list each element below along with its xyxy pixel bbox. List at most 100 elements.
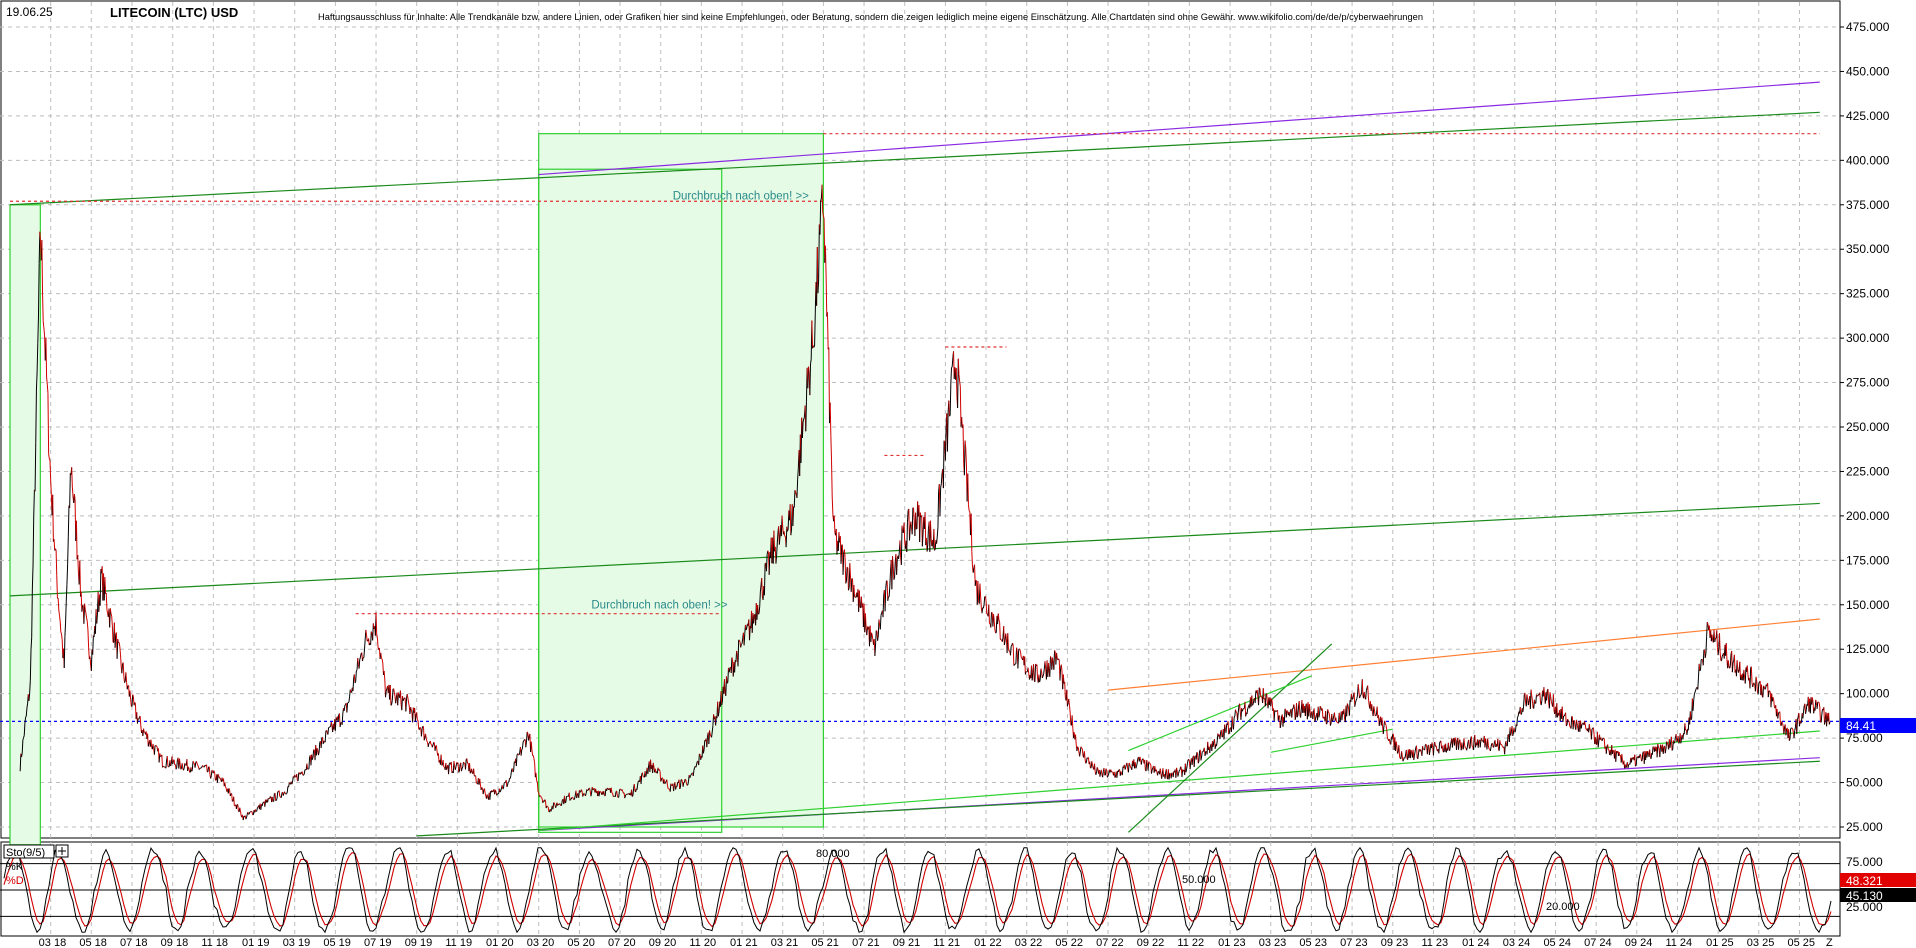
price-segment [43, 327, 46, 336]
price-segment [1695, 687, 1697, 691]
price-segment [1424, 744, 1426, 751]
price-segment [500, 788, 502, 791]
price-segment [407, 697, 410, 703]
price-segment [1339, 718, 1342, 723]
price-segment [1514, 724, 1517, 732]
price-segment [706, 736, 708, 748]
price-segment [47, 393, 50, 454]
price-segment [940, 483, 942, 488]
price-segment [1005, 633, 1007, 639]
price-segment [794, 490, 797, 493]
price-segment [228, 788, 231, 791]
price-segment [592, 788, 594, 791]
price-segment [37, 316, 39, 344]
price-segment [114, 635, 117, 648]
price-segment [807, 366, 810, 374]
price-segment [510, 769, 513, 776]
price-segment [1493, 741, 1495, 748]
price-segment [1185, 768, 1188, 773]
price-segment [820, 198, 822, 201]
x-tick-label: 07 20 [608, 937, 636, 948]
price-segment [1181, 769, 1184, 777]
price-segment [503, 782, 506, 784]
price-segment [139, 715, 142, 727]
price-segment [1463, 738, 1466, 746]
price-segment [37, 263, 40, 318]
price-segment [1019, 649, 1022, 654]
price-segment [1079, 751, 1081, 757]
price-segment [1686, 728, 1689, 735]
price-segment [1114, 776, 1116, 778]
price-segment [1464, 744, 1466, 749]
price-segment [1479, 739, 1482, 748]
price-segment [86, 617, 88, 622]
price-segment [434, 746, 437, 751]
price-segment [522, 740, 525, 743]
price-segment [64, 622, 67, 637]
price-segment [734, 660, 736, 673]
price-segment [1758, 681, 1760, 684]
price-segment [999, 622, 1001, 640]
price-segment [29, 680, 31, 693]
price-segment [134, 702, 136, 704]
price-segment [196, 763, 199, 766]
price-segment [46, 384, 49, 394]
price-segment [1071, 715, 1074, 729]
price-segment [898, 552, 900, 560]
x-tick-label: 03 24 [1503, 937, 1531, 948]
price-segment [1563, 714, 1566, 717]
price-segment [614, 791, 617, 797]
price-segment [1580, 724, 1583, 729]
price-segment [1080, 746, 1083, 749]
current-price-badge [1840, 718, 1916, 733]
trend-line [9, 111, 1820, 206]
price-segment [541, 797, 543, 799]
price-segment [957, 358, 960, 375]
price-segment [817, 279, 820, 294]
price-segment [731, 657, 734, 660]
price-segment [1291, 708, 1293, 718]
price-segment [1772, 697, 1775, 700]
y-axis: 25.000 50.000 75.000 100.000 125.000 150.000 1… [1840, 20, 1890, 834]
price-segment [896, 558, 898, 575]
price-segment [809, 363, 812, 396]
price-segment [537, 791, 540, 793]
price-segment [1447, 742, 1450, 749]
price-segment [1718, 633, 1721, 653]
price-segment [1159, 768, 1162, 774]
price-segment [818, 224, 820, 280]
price-segment [994, 629, 997, 634]
price-segment [136, 718, 139, 724]
price-segment [1043, 668, 1045, 674]
price-segment [1095, 771, 1098, 775]
price-segment [1121, 766, 1124, 776]
price-segment [492, 790, 494, 793]
price-segment [1634, 754, 1636, 767]
price-segment [59, 621, 62, 632]
sto-legend-d: %D [6, 875, 24, 887]
price-segment [647, 766, 650, 775]
price-segment [271, 796, 274, 802]
x-tick-label: 09 21 [893, 937, 921, 948]
price-segment [663, 779, 666, 784]
price-segment [1405, 749, 1408, 759]
price-segment [1472, 738, 1475, 751]
price-segment [753, 614, 755, 624]
price-segment [885, 580, 887, 589]
price-segment [1110, 769, 1112, 773]
price-segment [1791, 727, 1794, 730]
price-segment [119, 646, 121, 655]
price-segment [664, 782, 666, 785]
trend-line [1128, 675, 1312, 752]
price-segment [1140, 760, 1143, 765]
price-segment [652, 762, 655, 768]
price-segment [499, 790, 502, 793]
price-segment [1530, 689, 1533, 696]
price-segment [1607, 744, 1609, 750]
price-segment [1779, 711, 1781, 725]
price-segment [1727, 660, 1730, 668]
price-segment [1391, 733, 1394, 740]
price-segment [198, 768, 201, 770]
price-segment [1422, 745, 1424, 750]
price-segment [1571, 715, 1573, 718]
